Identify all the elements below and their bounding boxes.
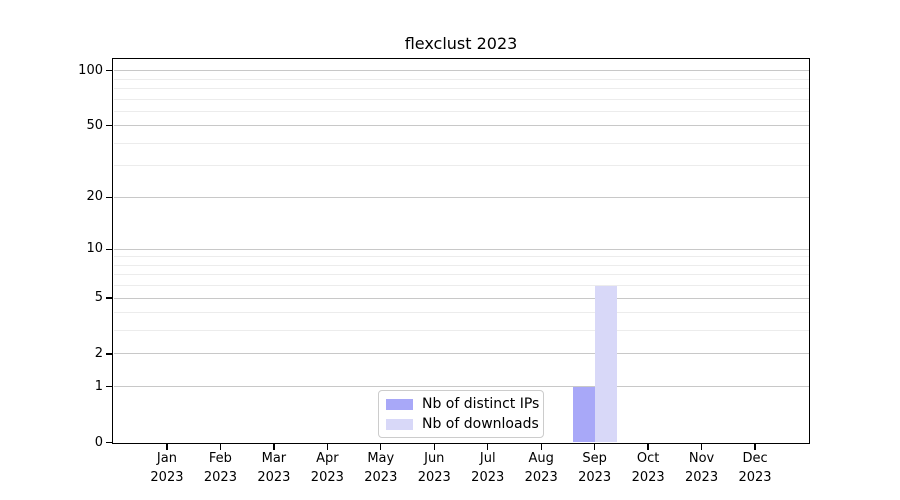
y-axis-tick [106, 297, 112, 299]
y-axis-tick [106, 125, 112, 127]
major-gridline [113, 196, 809, 198]
x-axis-tick [433, 444, 435, 450]
legend-swatch-distinct-ips [386, 398, 413, 410]
bar-nb-of-distinct-ips [572, 386, 595, 443]
x-tick-label: Oct 2023 [631, 451, 665, 485]
y-tick-label: 1 [94, 378, 103, 394]
legend-label-distinct-ips: Nb of distinct IPs [422, 396, 540, 412]
minor-gridline [113, 87, 809, 89]
bar-nb-of-downloads [594, 285, 617, 443]
x-axis-tick [487, 444, 489, 450]
major-gridline [113, 70, 809, 72]
x-tick-label: Jan 2023 [150, 451, 184, 485]
legend: Nb of distinct IPs Nb of downloads [378, 390, 544, 438]
minor-gridline [113, 330, 809, 332]
y-tick-label: 100 [78, 62, 103, 78]
x-tick-label: Feb 2023 [203, 451, 237, 485]
major-gridline [113, 125, 809, 127]
minor-gridline [113, 78, 809, 80]
y-tick-label: 5 [94, 290, 103, 306]
y-tick-label: 50 [86, 117, 103, 133]
y-tick-label: 0 [94, 434, 103, 450]
minor-gridline [113, 110, 809, 112]
x-axis-tick [219, 444, 222, 450]
x-axis-tick [326, 444, 328, 450]
minor-gridline [113, 285, 809, 287]
x-axis-tick [540, 444, 542, 450]
x-tick-label: Apr 2023 [310, 451, 344, 485]
x-axis-tick [273, 444, 275, 450]
y-axis-tick [106, 248, 112, 250]
legend-swatch-downloads [386, 418, 413, 430]
x-axis-tick [380, 444, 382, 450]
y-axis-tick [106, 353, 112, 355]
x-tick-label: Aug 2023 [524, 451, 558, 485]
minor-gridline [113, 264, 809, 266]
x-axis-tick [647, 444, 649, 450]
chart-title: flexclust 2023 [404, 34, 518, 53]
y-axis-tick [106, 441, 112, 444]
x-tick-label: Mar 2023 [257, 451, 291, 485]
minor-gridline [113, 256, 809, 258]
major-gridline [113, 297, 809, 299]
y-axis-tick [106, 386, 112, 388]
x-tick-label: Jun 2023 [417, 451, 451, 485]
major-gridline [113, 386, 809, 388]
minor-gridline [113, 165, 809, 167]
x-tick-label: Dec 2023 [738, 451, 772, 485]
legend-label-downloads: Nb of downloads [422, 416, 539, 432]
minor-gridline [113, 142, 809, 144]
major-gridline [113, 353, 809, 355]
x-axis-tick [594, 444, 596, 450]
x-tick-label: May 2023 [364, 451, 398, 485]
x-axis-tick [754, 444, 756, 450]
minor-gridline [113, 312, 809, 314]
x-tick-label: Nov 2023 [685, 451, 719, 485]
minor-gridline [113, 98, 809, 100]
x-axis-tick [700, 444, 703, 450]
x-tick-label: Jul 2023 [471, 451, 505, 485]
y-tick-label: 10 [86, 241, 103, 257]
legend-item-downloads: Nb of downloads [386, 416, 543, 432]
y-tick-label: 20 [86, 189, 103, 205]
x-axis-tick [166, 444, 168, 450]
y-axis-tick [106, 70, 112, 72]
legend-item-distinct-ips: Nb of distinct IPs [386, 396, 543, 412]
x-tick-label: Sep 2023 [578, 451, 612, 485]
minor-gridline [113, 274, 809, 276]
y-axis-tick [106, 196, 112, 198]
major-gridline [113, 248, 809, 250]
y-tick-label: 2 [94, 345, 103, 361]
